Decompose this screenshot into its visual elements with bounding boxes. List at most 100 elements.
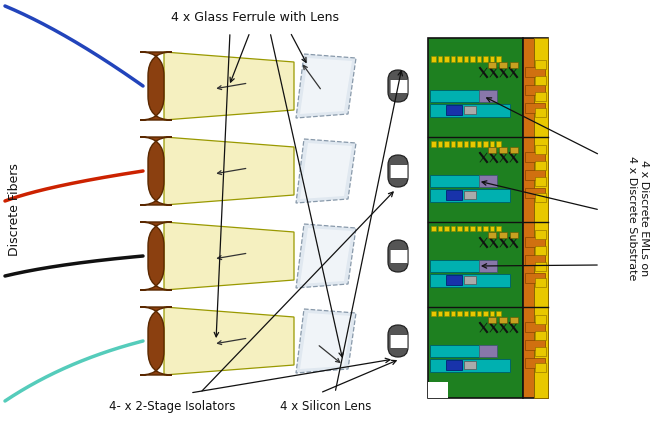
Bar — [464, 361, 476, 369]
Bar — [488, 232, 496, 238]
Bar — [489, 311, 494, 316]
Bar — [535, 145, 546, 154]
Bar — [535, 76, 546, 85]
Bar — [446, 275, 462, 285]
Bar — [488, 62, 496, 68]
Bar — [535, 230, 546, 239]
Bar — [437, 141, 442, 146]
Bar — [457, 226, 462, 231]
Bar — [450, 141, 455, 146]
Bar — [523, 38, 548, 398]
Bar — [479, 345, 497, 357]
Bar — [476, 311, 481, 316]
Bar — [470, 56, 474, 61]
Bar — [450, 226, 455, 231]
Bar — [463, 311, 468, 316]
Bar — [428, 38, 523, 398]
FancyBboxPatch shape — [388, 70, 408, 102]
Bar — [525, 85, 545, 95]
Bar — [450, 311, 455, 316]
Bar — [431, 141, 436, 146]
Bar — [525, 340, 545, 350]
Bar — [437, 226, 442, 231]
Bar — [430, 274, 510, 287]
Bar — [489, 226, 494, 231]
Bar — [496, 311, 500, 316]
Bar — [437, 311, 442, 316]
Bar — [535, 161, 546, 170]
Text: 4 x Silicon Lens: 4 x Silicon Lens — [280, 400, 372, 413]
Bar — [431, 226, 436, 231]
Bar — [525, 67, 545, 77]
Text: 4 x Discrete EMLs on
4 x Discrete Substrate: 4 x Discrete EMLs on 4 x Discrete Substr… — [627, 156, 649, 280]
Bar — [479, 175, 497, 187]
Bar — [457, 141, 462, 146]
Bar — [489, 56, 494, 61]
Polygon shape — [296, 54, 356, 118]
Polygon shape — [300, 228, 352, 284]
FancyBboxPatch shape — [388, 155, 408, 187]
Bar — [476, 226, 481, 231]
Bar — [535, 331, 546, 340]
Polygon shape — [164, 52, 294, 120]
Text: 4- x 2-Stage Isolators: 4- x 2-Stage Isolators — [109, 400, 235, 413]
Bar — [535, 363, 546, 372]
Polygon shape — [300, 143, 352, 199]
Bar — [488, 147, 496, 153]
Bar — [535, 315, 546, 324]
Bar — [446, 360, 462, 370]
FancyBboxPatch shape — [140, 307, 172, 375]
Polygon shape — [296, 309, 356, 373]
Bar — [430, 260, 497, 272]
Bar — [463, 141, 468, 146]
Bar — [430, 104, 510, 117]
Bar — [476, 56, 481, 61]
Polygon shape — [300, 313, 352, 369]
Bar — [525, 237, 545, 247]
Bar — [483, 311, 488, 316]
Bar — [525, 273, 545, 283]
Bar — [535, 177, 546, 186]
Bar — [510, 147, 518, 153]
Bar — [525, 255, 545, 265]
Bar — [430, 90, 497, 102]
Bar — [525, 322, 545, 332]
Bar — [535, 246, 546, 255]
Bar — [535, 193, 546, 202]
Bar — [525, 152, 545, 162]
Bar — [444, 56, 448, 61]
Polygon shape — [300, 58, 352, 114]
Bar — [470, 141, 474, 146]
Bar — [483, 141, 488, 146]
Bar — [534, 38, 548, 398]
Bar — [483, 56, 488, 61]
Bar — [479, 90, 497, 102]
Bar — [430, 189, 510, 202]
Bar — [446, 190, 462, 200]
Bar — [389, 249, 406, 263]
Bar — [457, 311, 462, 316]
Polygon shape — [164, 307, 294, 375]
Bar — [525, 103, 545, 113]
Bar — [430, 345, 497, 357]
Bar — [446, 105, 462, 115]
Bar — [525, 358, 545, 368]
Bar — [389, 79, 406, 93]
Bar — [430, 359, 510, 372]
Bar — [525, 188, 545, 198]
Bar — [463, 56, 468, 61]
Bar — [499, 317, 507, 323]
Bar — [510, 317, 518, 323]
Bar — [389, 334, 406, 348]
Bar — [535, 92, 546, 101]
Bar — [464, 191, 476, 199]
Polygon shape — [164, 222, 294, 290]
Polygon shape — [296, 224, 356, 288]
Bar — [463, 226, 468, 231]
Bar — [499, 232, 507, 238]
Bar — [464, 276, 476, 284]
Bar — [483, 226, 488, 231]
Bar — [496, 56, 500, 61]
Bar — [444, 311, 448, 316]
Bar — [535, 108, 546, 117]
